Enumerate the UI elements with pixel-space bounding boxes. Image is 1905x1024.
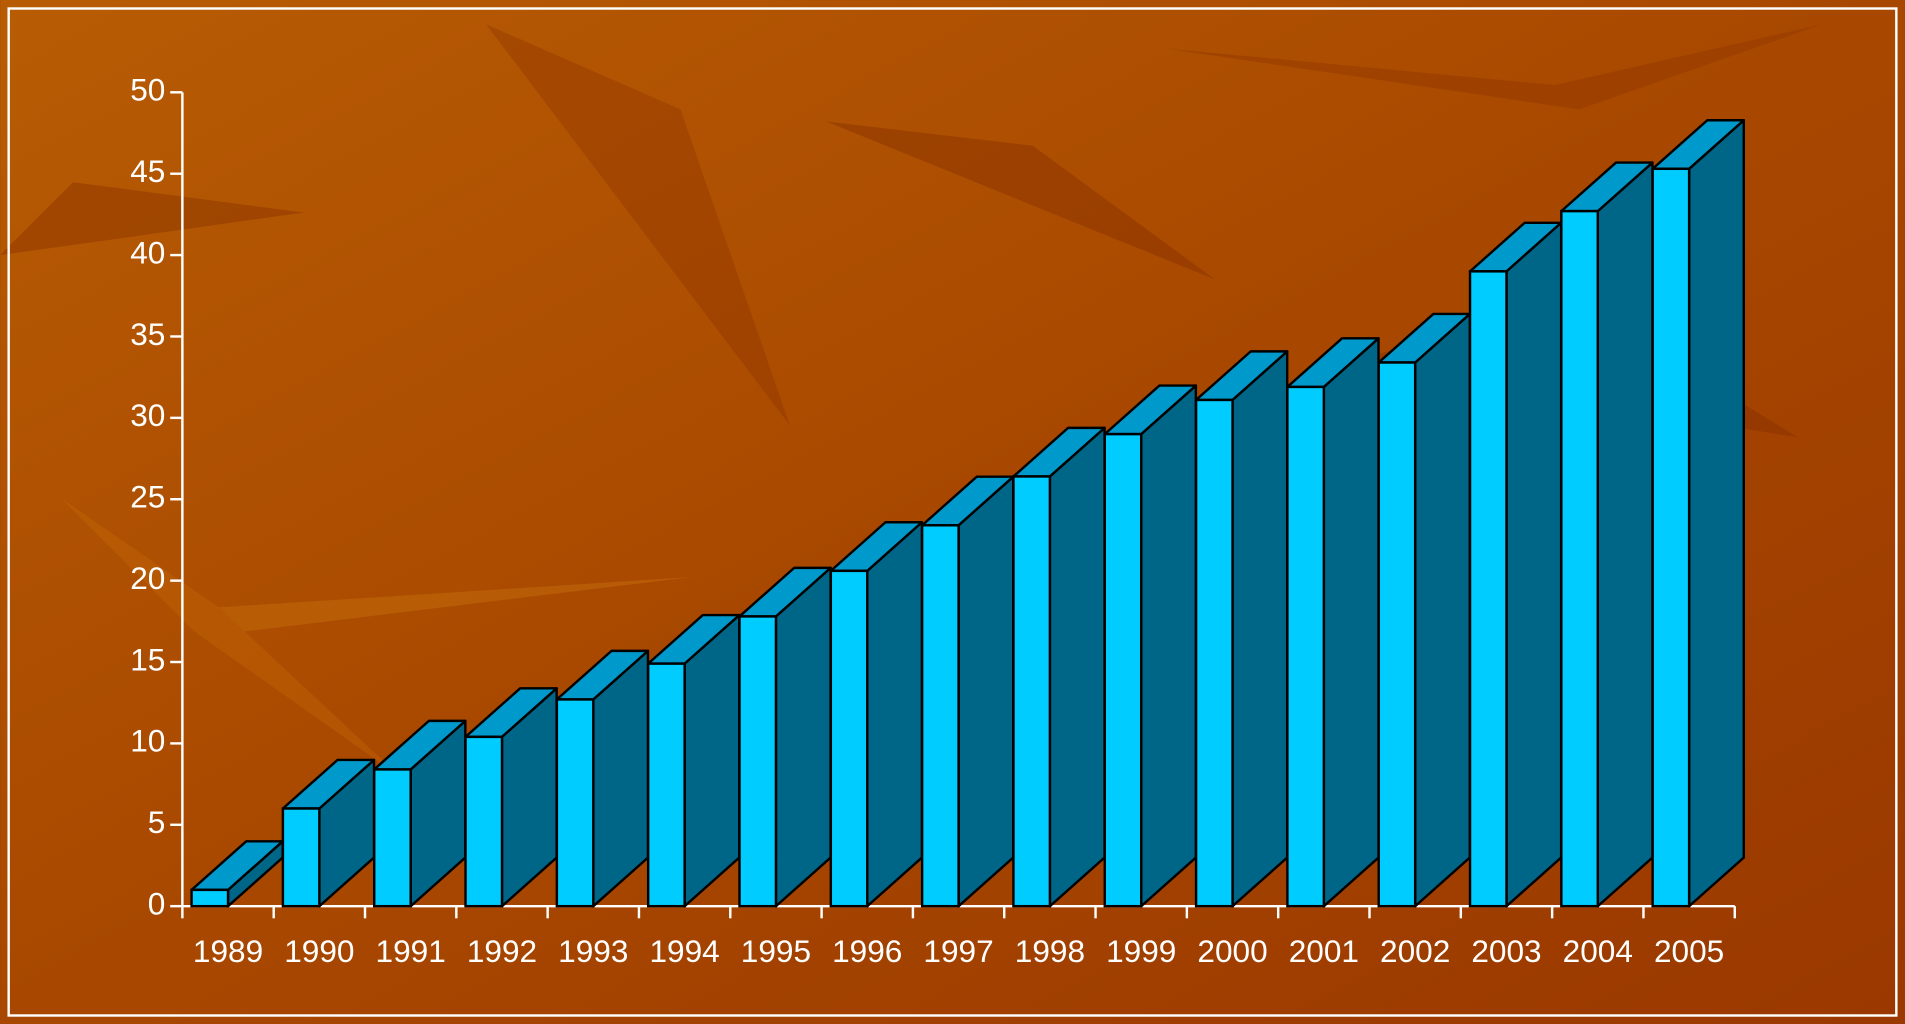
bar xyxy=(1105,434,1141,906)
bar-side xyxy=(1141,386,1196,907)
y-tick-label: 10 xyxy=(130,723,165,759)
bar-side xyxy=(959,477,1014,906)
y-tick-label: 20 xyxy=(130,560,165,596)
x-tick-label: 2002 xyxy=(1380,933,1450,969)
bar xyxy=(648,664,684,907)
bar-side xyxy=(1050,428,1105,906)
bar xyxy=(466,737,502,906)
bar xyxy=(831,571,867,906)
bar xyxy=(192,890,228,906)
x-tick-label: 1994 xyxy=(649,933,719,969)
bar xyxy=(1653,169,1689,906)
y-tick-label: 40 xyxy=(130,234,165,270)
x-tick-label: 2001 xyxy=(1289,933,1359,969)
bar xyxy=(283,809,319,907)
bar xyxy=(1013,476,1049,906)
x-tick-label: 1991 xyxy=(376,933,446,969)
x-tick-label: 2004 xyxy=(1563,933,1633,969)
chart: 0 5 10 15 20 25 30 35 40 45 50 1989 1990 1991 1992 1993… xyxy=(0,0,1905,1024)
x-tick-label: 1999 xyxy=(1106,933,1176,969)
y-tick-label: 15 xyxy=(130,641,165,677)
bar xyxy=(374,769,410,906)
bar-side xyxy=(867,522,922,906)
bar-side xyxy=(1689,120,1744,906)
x-tick-label: 1995 xyxy=(741,933,811,969)
y-tick-label: 25 xyxy=(130,479,165,515)
bar xyxy=(1561,211,1597,906)
y-tick-label: 30 xyxy=(130,397,165,433)
y-tick-label: 0 xyxy=(148,886,166,922)
bar xyxy=(557,699,593,906)
bar-side xyxy=(685,615,740,906)
bar xyxy=(1379,363,1415,907)
x-tick-label: 1997 xyxy=(923,933,993,969)
y-tick-label: 5 xyxy=(148,804,166,840)
x-tick-label: 1993 xyxy=(558,933,628,969)
bar xyxy=(1287,387,1323,906)
x-tick-label: 2003 xyxy=(1471,933,1541,969)
bar-side xyxy=(1598,163,1653,907)
y-tick-label: 50 xyxy=(130,72,165,108)
x-tick-label: 1998 xyxy=(1015,933,1085,969)
bar xyxy=(922,525,958,906)
y-tick-label: 35 xyxy=(130,316,165,352)
x-tick-label: 2005 xyxy=(1654,933,1724,969)
bar-side xyxy=(776,568,831,906)
bar-side xyxy=(1415,314,1470,906)
x-tick-label: 1996 xyxy=(832,933,902,969)
y-tick-label: 45 xyxy=(130,153,165,189)
x-tick-label: 1990 xyxy=(284,933,354,969)
x-tick-label: 2000 xyxy=(1197,933,1267,969)
bar-side xyxy=(1233,351,1288,906)
bar xyxy=(1196,400,1232,906)
x-tick-label: 1989 xyxy=(193,933,263,969)
x-tick-label: 1992 xyxy=(467,933,537,969)
bar xyxy=(1470,271,1506,906)
bar-side xyxy=(1324,338,1379,906)
bar-side xyxy=(1506,223,1561,906)
bar xyxy=(739,616,775,906)
